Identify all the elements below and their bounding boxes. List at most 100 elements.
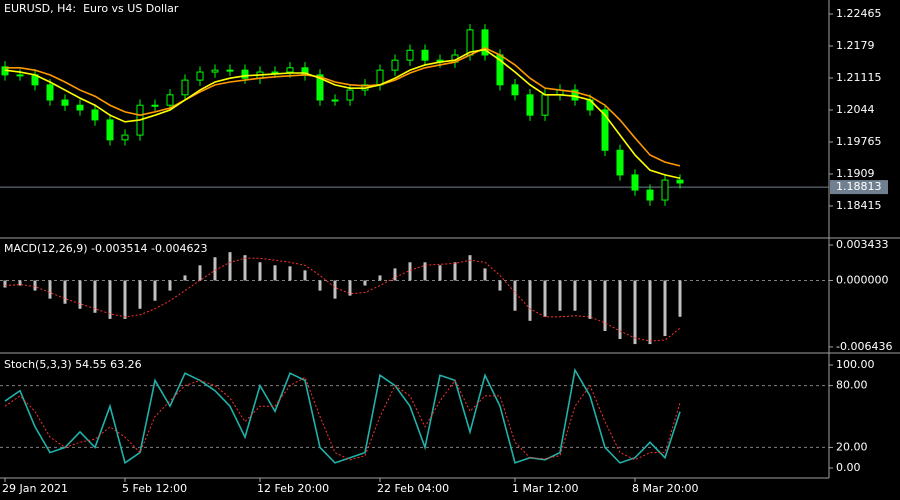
histogram-bar: [138, 280, 142, 309]
histogram-bar: [483, 268, 487, 281]
histogram-bar: [18, 280, 22, 286]
histogram-bar: [573, 280, 577, 311]
histogram-bar: [618, 280, 622, 340]
y-tick-label: 0.000000: [836, 273, 889, 286]
candle-body: [616, 149, 624, 176]
candle-body: [76, 104, 84, 111]
current-price-box: [830, 180, 888, 195]
histogram-bar: [333, 280, 337, 299]
histogram-bar: [3, 280, 7, 288]
series-line: [4, 48, 681, 180]
histogram-bar: [663, 280, 667, 337]
series-line: [4, 367, 681, 465]
histogram-bar: [123, 280, 127, 319]
candle-body: [346, 89, 354, 101]
x-tick-label: 8 Mar 20:00: [632, 482, 698, 495]
y-tick-label: -0.006436: [836, 340, 892, 353]
histogram-bar: [63, 280, 67, 304]
histogram-bar: [183, 275, 187, 281]
x-tick-label: 22 Feb 04:00: [377, 482, 449, 495]
candle-body: [406, 49, 414, 61]
x-tick-label: 1 Mar 12:00: [512, 482, 578, 495]
candle-body: [391, 59, 399, 71]
pane-title: Stoch(5,3,3) 54.55 63.26: [4, 358, 142, 371]
series-line: [5, 46, 681, 167]
candle-body: [286, 67, 294, 73]
histogram-bar: [423, 262, 427, 281]
histogram-bar: [678, 280, 682, 317]
candle-body: [226, 69, 234, 72]
candle-body: [331, 99, 339, 102]
histogram-bar: [648, 280, 652, 345]
histogram-bar: [258, 262, 262, 281]
x-tick-label: 29 Jan 2021: [2, 482, 68, 495]
y-tick-label: 1.2044: [836, 103, 875, 116]
histogram-bar: [318, 280, 322, 291]
pane-title: MACD(12,26,9) -0.003514 -0.004623: [4, 242, 207, 255]
histogram-bar: [468, 255, 472, 281]
histogram-bar: [108, 280, 112, 319]
candle-body: [511, 84, 519, 96]
y-tick-label: 0.00: [836, 461, 861, 474]
candle-body: [571, 89, 579, 101]
candle-body: [646, 189, 654, 201]
histogram-bar: [48, 280, 52, 299]
y-tick-label: 20.00: [836, 440, 868, 453]
candle-body: [91, 109, 99, 121]
histogram-bar: [228, 252, 232, 281]
histogram-bar: [453, 262, 457, 281]
y-tick-label: 80.00: [836, 379, 868, 392]
histogram-bar: [78, 280, 82, 309]
candle-body: [481, 29, 489, 56]
candle-body: [151, 104, 159, 107]
histogram-bar: [543, 280, 547, 317]
histogram-bar: [348, 280, 352, 296]
candle-body: [631, 174, 639, 191]
candle-body: [541, 94, 549, 116]
histogram-bar: [378, 275, 382, 281]
histogram-bar: [633, 280, 637, 345]
candle-body: [421, 49, 429, 61]
candle-body: [316, 74, 324, 101]
histogram-bar: [438, 265, 442, 281]
histogram-bar: [408, 262, 412, 281]
histogram-bar: [603, 280, 607, 331]
candle-body: [106, 119, 114, 141]
histogram-bar: [153, 280, 157, 301]
candle-body: [601, 109, 609, 151]
histogram-bar: [273, 265, 277, 281]
series-line: [4, 376, 681, 461]
candle-body: [166, 94, 174, 106]
candle-body: [526, 94, 534, 116]
histogram-bar: [393, 268, 397, 281]
candle-body: [376, 69, 384, 86]
y-tick-label: 1.19765: [836, 135, 882, 148]
candle-body: [16, 74, 24, 77]
candle-body: [676, 179, 684, 184]
current-price-label: 1.18813: [836, 180, 882, 193]
histogram-bar: [528, 280, 532, 321]
series-line: [4, 257, 681, 342]
y-tick-label: 1.18415: [836, 199, 882, 212]
histogram-bar: [33, 280, 37, 291]
histogram-bar: [213, 257, 217, 281]
histogram-bar: [288, 266, 292, 281]
candle-body: [61, 99, 69, 106]
histogram-bar: [558, 280, 562, 311]
candle-body: [121, 134, 129, 141]
y-tick-label: 1.1909: [836, 167, 875, 180]
y-tick-label: 100.00: [836, 358, 875, 371]
candle-body: [181, 79, 189, 96]
histogram-bar: [168, 280, 172, 291]
x-tick-label: 5 Feb 12:00: [122, 482, 187, 495]
histogram-bar: [498, 280, 502, 291]
y-tick-label: 0.003433: [836, 238, 889, 251]
candle-body: [271, 71, 279, 74]
histogram-bar: [588, 280, 592, 319]
candle-body: [211, 69, 219, 73]
candle-body: [46, 84, 54, 101]
y-tick-label: 1.21115: [836, 71, 882, 84]
histogram-bar: [198, 265, 202, 281]
